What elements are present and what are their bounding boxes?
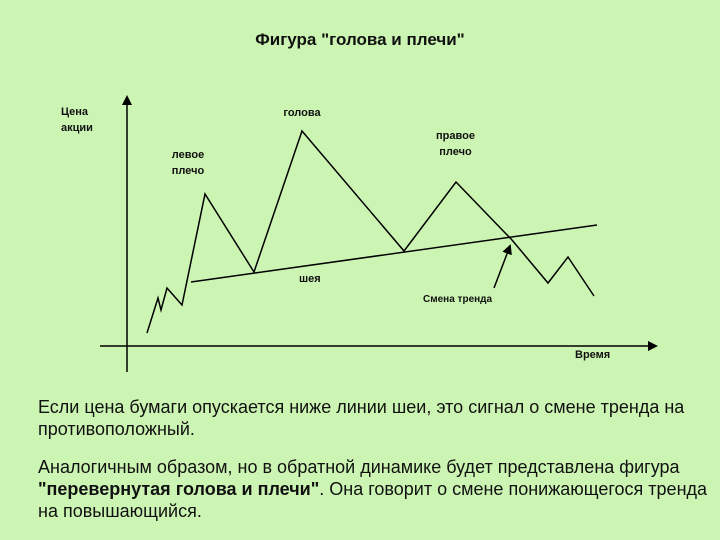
- neck-line: [190, 224, 598, 283]
- trend-change-arrow: [493, 244, 512, 289]
- neck-label: шея: [299, 273, 321, 285]
- y-axis-label-line2: акции: [61, 122, 93, 134]
- y-axis-label-line1: Цена: [61, 106, 89, 118]
- right-shoulder-label: правое плечо: [428, 128, 483, 160]
- head-label: голова: [283, 107, 321, 119]
- diagram-title: Фигура "голова и плечи": [255, 30, 465, 49]
- trend-change-label: Смена тренда: [423, 294, 493, 305]
- explanation-paragraph-2: Аналогичным образом, но в обратной динам…: [38, 456, 708, 522]
- inverted-head-shoulders-term: "перевернутая голова и плечи": [38, 479, 320, 499]
- left-shoulder-label-line1: левое: [171, 149, 205, 161]
- right-shoulder-label-line1: правое: [436, 130, 475, 142]
- left-shoulder-label-line2: плечо: [171, 165, 205, 177]
- right-shoulder-label-line2: плечо: [439, 146, 472, 158]
- paragraph-2-end: . Она говорит о смене понижающегося трен…: [38, 479, 708, 521]
- price-line: [146, 129, 595, 334]
- explanation-paragraph-1: Если цена бумаги опускается ниже линии ш…: [38, 397, 685, 439]
- x-axis-label: Время: [575, 349, 611, 361]
- y-axis-label: Цена акции: [61, 104, 93, 136]
- head-and-shoulders-diagram: [100, 95, 658, 372]
- left-shoulder-label: левое плечо: [163, 147, 213, 179]
- paragraph-2-start: Аналогичным образом, но в обратной динам…: [38, 457, 680, 477]
